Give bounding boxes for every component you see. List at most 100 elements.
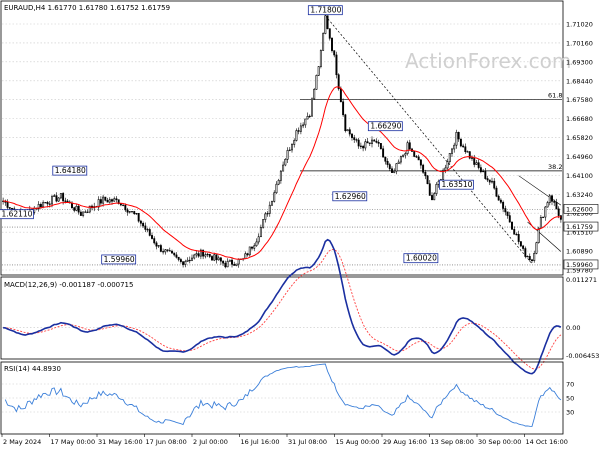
candle-body (135, 213, 138, 215)
candle-body (459, 138, 462, 147)
level-label-text: 1.59960 (104, 255, 135, 264)
candle-body (77, 205, 80, 213)
candle-body (164, 249, 167, 253)
candle-body (382, 148, 385, 158)
candle-body (462, 145, 465, 148)
candle-body (324, 15, 327, 34)
candle-body (224, 262, 227, 268)
level-label-text: 1.71800 (310, 6, 341, 15)
candle-body (273, 192, 276, 202)
price-tick-label: 1.62380 (566, 210, 593, 218)
candle-body (71, 202, 73, 209)
candle-body (419, 159, 422, 166)
candle-body (128, 211, 131, 213)
time-tick-label: 30 Sep 00:00 (478, 438, 521, 446)
candle-body (346, 129, 349, 132)
price-tick-label: 1.67580 (566, 96, 593, 104)
candle-body (48, 203, 51, 205)
price-panel-frame (0, 0, 564, 276)
candle-body (404, 153, 407, 156)
candle-body (257, 236, 260, 243)
candle-body (368, 142, 371, 144)
candle-body (113, 198, 116, 202)
candle-body (524, 248, 527, 257)
candle-body (286, 150, 289, 160)
candle-body (184, 261, 187, 265)
candle-body (151, 235, 153, 239)
macd-panel-frame (0, 276, 564, 360)
candle-body (415, 156, 418, 158)
candle-body (424, 172, 427, 177)
candle-body (39, 204, 42, 208)
candle-body (351, 133, 353, 138)
candle-body (275, 183, 278, 194)
candle-body (228, 259, 231, 262)
candle-body (46, 202, 49, 205)
candle-body (297, 130, 300, 132)
candle-body (299, 125, 302, 132)
time-axis: 2 May 2024 17 May 00:00 31 May 16:00 17 Jun… (1, 434, 568, 446)
candle-body (428, 183, 431, 196)
candle-body (348, 129, 351, 135)
price-badge-text: 1.59960 (566, 261, 593, 269)
candle-body (471, 157, 473, 159)
candle-body (486, 178, 489, 181)
candle-body (513, 229, 516, 235)
candle-body (8, 207, 11, 209)
candle-body (284, 158, 287, 166)
candle-body (535, 242, 538, 254)
candle-body (106, 199, 109, 203)
candle-body (133, 211, 136, 214)
candle-body (155, 242, 158, 247)
candle-body (491, 180, 493, 183)
candle-body (264, 213, 267, 220)
rsi-panel: RSI(14) 44.8930 70 50 30 (0, 361, 574, 435)
candle-body (235, 263, 238, 266)
candle-body (495, 187, 498, 197)
time-tick-label: 15 Aug 00:00 (336, 438, 380, 446)
candle-body (73, 207, 76, 211)
candle-body (468, 151, 471, 159)
time-tick-label: 2 Jul 00:00 (193, 438, 228, 446)
candle-body (393, 170, 396, 173)
candle-body (355, 139, 358, 141)
candle-body (42, 202, 45, 208)
candle-body (237, 259, 240, 265)
candle-body (559, 215, 562, 220)
level-label-box (439, 179, 474, 190)
candle-body (426, 175, 429, 185)
price-tick-label: 1.70160 (566, 39, 593, 47)
candle-body (111, 199, 113, 202)
candle-body (519, 241, 522, 247)
candle-body (233, 263, 236, 266)
candle-body (217, 257, 220, 261)
candle-body (557, 208, 560, 216)
time-tick-label: 13 Sep 08:00 (431, 438, 474, 446)
candle-body (55, 195, 58, 202)
candle-body (388, 164, 391, 170)
candle-body (448, 153, 451, 163)
price-tick-label: 1.69300 (566, 58, 593, 66)
candles (2, 13, 562, 269)
candle-body (84, 211, 87, 213)
price-tick-label: 1.65820 (566, 134, 593, 142)
candle-body (279, 170, 282, 181)
candle-body (295, 130, 298, 141)
candle-body (502, 201, 505, 209)
candle-body (199, 249, 202, 257)
candle-body (488, 179, 491, 183)
price-tick-label: 1.64100 (566, 172, 593, 180)
candle-body (146, 229, 149, 231)
level-label-box (101, 254, 137, 265)
candle-body (82, 211, 85, 216)
candle-body (11, 208, 13, 210)
rsi-panel-title: RSI(14) 44.8930 (4, 365, 61, 373)
candle-body (379, 143, 382, 150)
candle-body (246, 253, 249, 256)
candle-body (59, 193, 62, 199)
candle-body (306, 116, 309, 120)
candle-body (517, 234, 520, 242)
candle-body (406, 142, 409, 154)
level-label-box (403, 253, 439, 264)
